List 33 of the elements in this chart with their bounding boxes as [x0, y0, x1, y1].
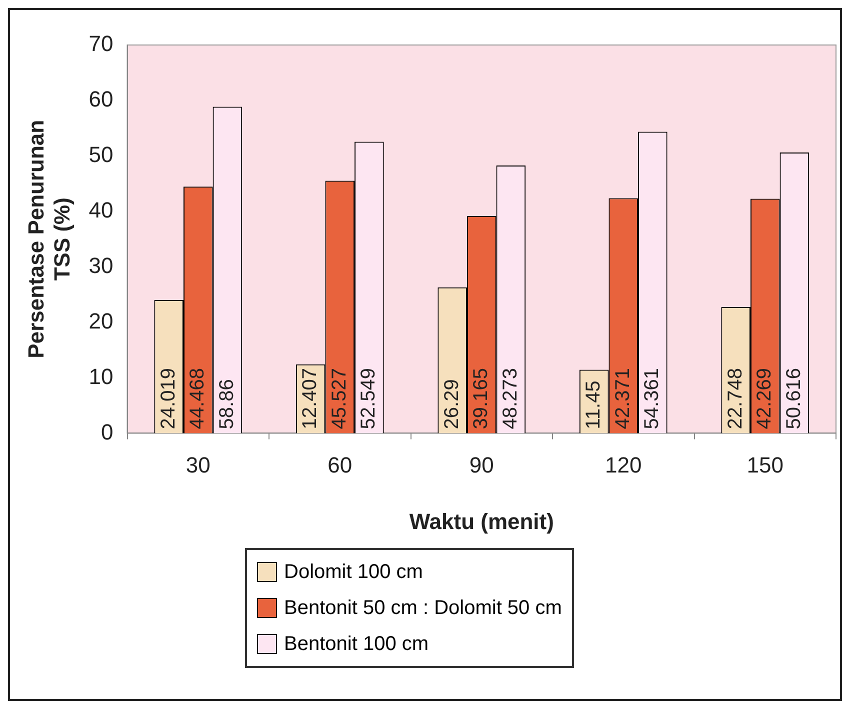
data-label: 48.273	[499, 368, 522, 430]
data-label: 12.407	[299, 368, 322, 430]
y-tick-label: 30	[88, 252, 114, 278]
legend-label: Bentonit 50 cm : Dolomit 50 cm	[284, 596, 562, 620]
y-axis-title: Persentase Penurunan TSS (%)	[23, 120, 75, 358]
y-tick-label: 50	[88, 142, 114, 167]
legend-label: Dolomit 100 cm	[284, 560, 423, 584]
x-axis-title: Waktu (menit)	[409, 508, 554, 534]
data-label: 24.019	[157, 368, 180, 430]
y-tick-label: 70	[88, 31, 114, 56]
data-label: 50.616	[782, 368, 805, 430]
y-tick-label: 0	[101, 419, 114, 444]
data-label: 52.549	[358, 368, 380, 430]
data-label: 45.527	[328, 368, 350, 430]
data-label: 11.45	[582, 380, 605, 430]
x-tick-label: 120	[605, 452, 642, 478]
y-tick-label: 20	[88, 308, 114, 334]
data-label: 42.371	[612, 368, 634, 430]
data-label: 42.269	[754, 368, 776, 430]
x-tick-label: 90	[469, 452, 494, 478]
y-tick-label: 40	[88, 197, 114, 222]
legend-label: Bentonit 100 cm	[284, 632, 429, 656]
data-label: 26.29	[440, 379, 463, 430]
data-label: 58.86	[216, 379, 238, 430]
data-label: 54.361	[641, 368, 664, 430]
x-tick-label: 60	[328, 452, 352, 478]
data-label: 22.748	[724, 368, 746, 430]
y-tick-label: 60	[88, 86, 114, 112]
data-label: 39.165	[470, 368, 492, 430]
x-tick-label: 30	[186, 452, 210, 478]
data-label: 44.468	[186, 368, 209, 430]
x-tick-label: 150	[746, 452, 784, 478]
y-tick-label: 10	[88, 364, 114, 389]
